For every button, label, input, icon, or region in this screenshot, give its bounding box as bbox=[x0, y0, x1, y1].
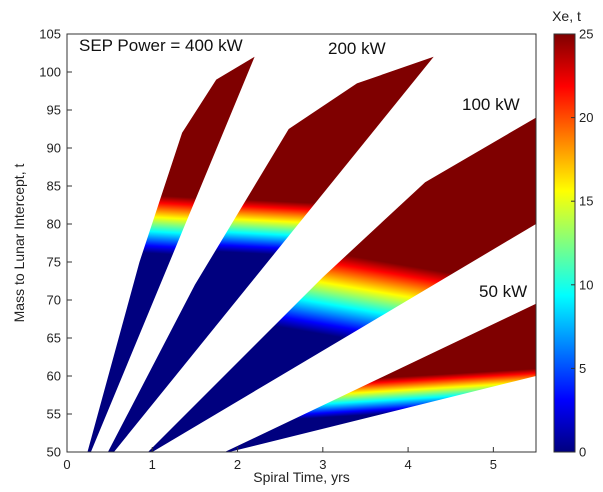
annotation-label: SEP Power = 400 kW bbox=[79, 36, 243, 55]
y-tick-label: 90 bbox=[47, 141, 61, 156]
x-axis-label: Spiral Time, yrs bbox=[253, 469, 349, 485]
y-tick-label: 105 bbox=[39, 27, 61, 42]
colorbar-title: Xe, t bbox=[552, 8, 581, 24]
y-tick-label: 55 bbox=[47, 407, 61, 422]
wedge-50-kw bbox=[224, 303, 536, 452]
x-tick-label: 2 bbox=[234, 457, 241, 472]
y-tick-label: 95 bbox=[47, 103, 61, 118]
y-tick-label: 65 bbox=[47, 331, 61, 346]
x-tick-label: 3 bbox=[319, 457, 326, 472]
colorbar-tick-label: 5 bbox=[579, 361, 586, 376]
plot-frame bbox=[66, 33, 537, 453]
colorbar bbox=[553, 33, 576, 453]
colorbar-ticks: 0 5 10 15 20 25 bbox=[571, 27, 593, 460]
colorbar-tick-label: 10 bbox=[579, 277, 593, 292]
x-tick-label: 1 bbox=[149, 457, 156, 472]
y-tick-label: 85 bbox=[47, 179, 61, 194]
y-axis-ticks: 50 55 60 65 70 75 80 85 90 95 100 105 bbox=[39, 27, 72, 460]
y-tick-label: 70 bbox=[47, 293, 61, 308]
colorbar-tick-label: 20 bbox=[579, 110, 593, 125]
wedge-100-kw bbox=[148, 117, 536, 452]
y-axis-label: Mass to Lunar Intercept, t bbox=[11, 164, 27, 323]
y-tick-label: 75 bbox=[47, 255, 61, 270]
colorbar-tick-label: 15 bbox=[579, 194, 593, 209]
annotations: SEP Power = 400 kW 200 kW 100 kW 50 kW bbox=[79, 36, 527, 301]
annotation-label: 50 kW bbox=[479, 282, 527, 301]
y-tick-label: 100 bbox=[39, 65, 61, 80]
wedge-200-kw bbox=[107, 56, 434, 453]
x-tick-label: 5 bbox=[490, 457, 497, 472]
x-tick-label: 0 bbox=[63, 457, 70, 472]
plot-wedges bbox=[87, 56, 536, 453]
y-tick-label: 80 bbox=[47, 217, 61, 232]
colorbar-tick-label: 0 bbox=[579, 445, 586, 460]
y-tick-label: 50 bbox=[47, 445, 61, 460]
colorbar-tick-label: 25 bbox=[579, 27, 593, 42]
annotation-label: 200 kW bbox=[328, 39, 386, 58]
annotation-label: 100 kW bbox=[462, 95, 520, 114]
y-tick-label: 60 bbox=[47, 369, 61, 384]
x-axis-ticks: 0 1 2 3 4 5 bbox=[63, 447, 497, 472]
x-tick-label: 4 bbox=[404, 457, 411, 472]
wedge-400-kw bbox=[87, 56, 255, 453]
